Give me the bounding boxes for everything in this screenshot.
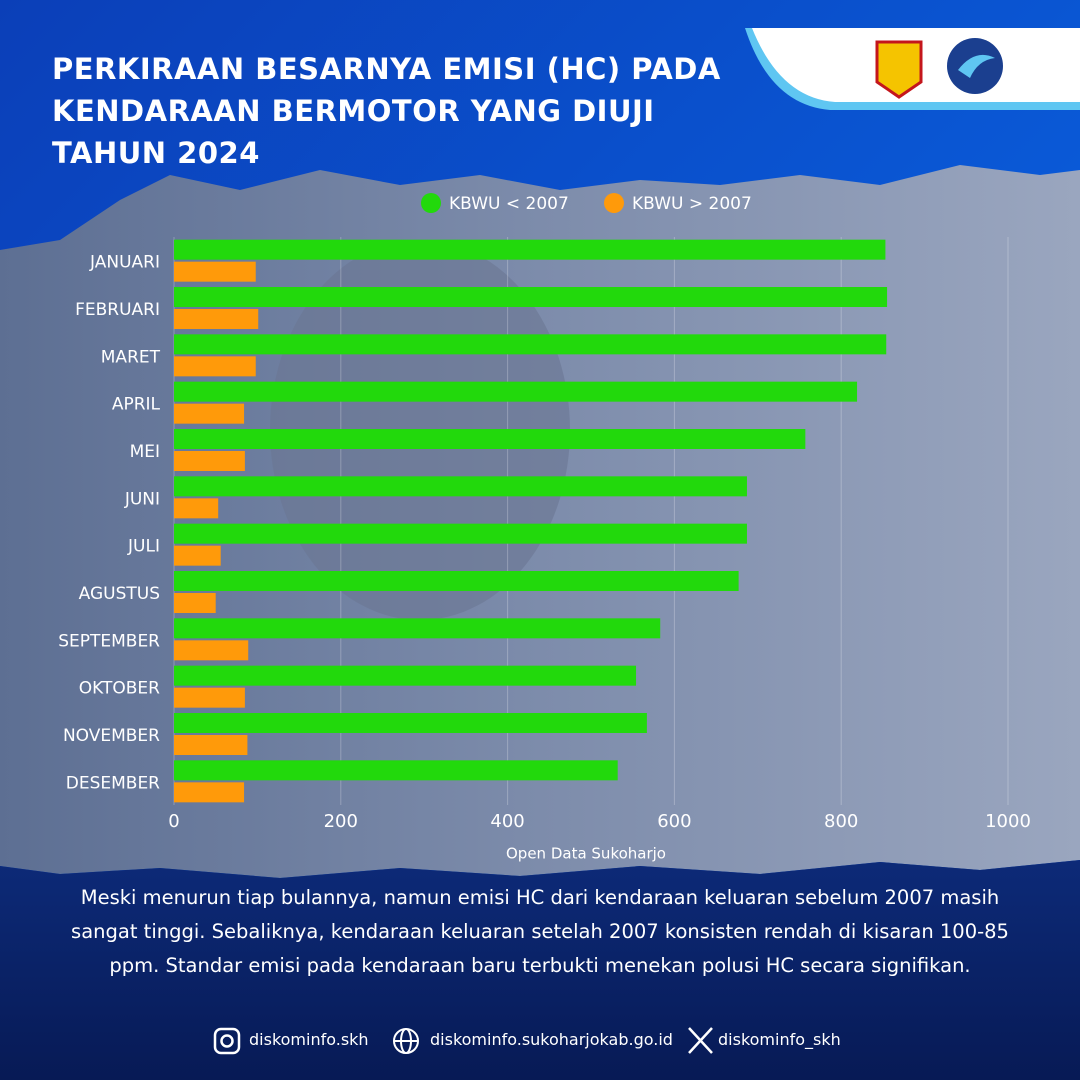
bar <box>174 571 739 591</box>
bottom-bg <box>0 860 1080 1080</box>
legend-swatch <box>421 193 441 213</box>
bar <box>174 735 248 755</box>
bar <box>174 429 806 449</box>
x-tick-label: 1000 <box>985 811 1031 832</box>
y-tick-label: JANUARI <box>89 253 160 273</box>
y-tick-label: NOVEMBER <box>63 726 160 746</box>
footer-instagram: diskominfo.skh <box>249 1030 369 1049</box>
bar <box>174 713 647 733</box>
logo-regency <box>875 40 923 99</box>
bar <box>174 356 256 377</box>
y-tick-label: APRIL <box>112 395 161 415</box>
y-tick-label: JUNI <box>124 489 160 509</box>
bar <box>174 451 245 471</box>
y-tick-label: SEPTEMBER <box>58 631 160 651</box>
bar <box>174 523 747 544</box>
x-tick-label: 0 <box>168 811 179 832</box>
bar <box>174 687 245 708</box>
bar <box>174 334 887 355</box>
bar <box>174 593 216 613</box>
logo-ministry-wave <box>958 54 995 78</box>
y-tick-label: AGUSTUS <box>79 584 160 604</box>
bar <box>174 261 256 282</box>
chart: 0 200 400 600 800 1000 Open Data Sukoharjo KBWU… <box>58 193 1031 863</box>
bar <box>174 476 747 497</box>
bar <box>174 403 245 424</box>
y-tick-label: FEBRUARI <box>75 300 160 320</box>
bar <box>174 665 637 686</box>
bar <box>174 760 618 781</box>
y-tick-label: MEI <box>130 442 160 462</box>
x-tick-label: 200 <box>324 811 358 832</box>
bar <box>174 782 245 803</box>
footer-x: diskominfo_skh <box>718 1030 841 1049</box>
y-tick-label: OKTOBER <box>79 679 160 699</box>
description: Meski menurun tiap bulannya, namun emisi… <box>71 886 1009 977</box>
bar <box>174 640 249 661</box>
x-axis-label: Open Data Sukoharjo <box>506 845 666 863</box>
x-tick-label: 800 <box>824 811 858 832</box>
footer-website: diskominfo.sukoharjokab.go.id <box>430 1030 673 1049</box>
bar <box>174 287 888 307</box>
x-tick-label: 600 <box>657 811 691 832</box>
y-tick-label: JULI <box>127 537 160 557</box>
bar <box>174 498 219 519</box>
bar <box>174 309 259 329</box>
x-tick-label: 400 <box>490 811 524 832</box>
y-tick-label: DESEMBER <box>66 773 160 793</box>
bar <box>174 239 886 260</box>
bar <box>174 545 221 566</box>
chart-title: PERKIRAAN BESARNYA EMISI (HC) PADA KENDA… <box>52 52 721 170</box>
bar <box>174 381 858 402</box>
legend-label: KBWU < 2007 <box>449 194 569 214</box>
bar <box>174 618 661 639</box>
y-tick-label: MARET <box>101 347 161 367</box>
legend-swatch <box>604 193 624 213</box>
legend-label: KBWU > 2007 <box>632 194 752 214</box>
